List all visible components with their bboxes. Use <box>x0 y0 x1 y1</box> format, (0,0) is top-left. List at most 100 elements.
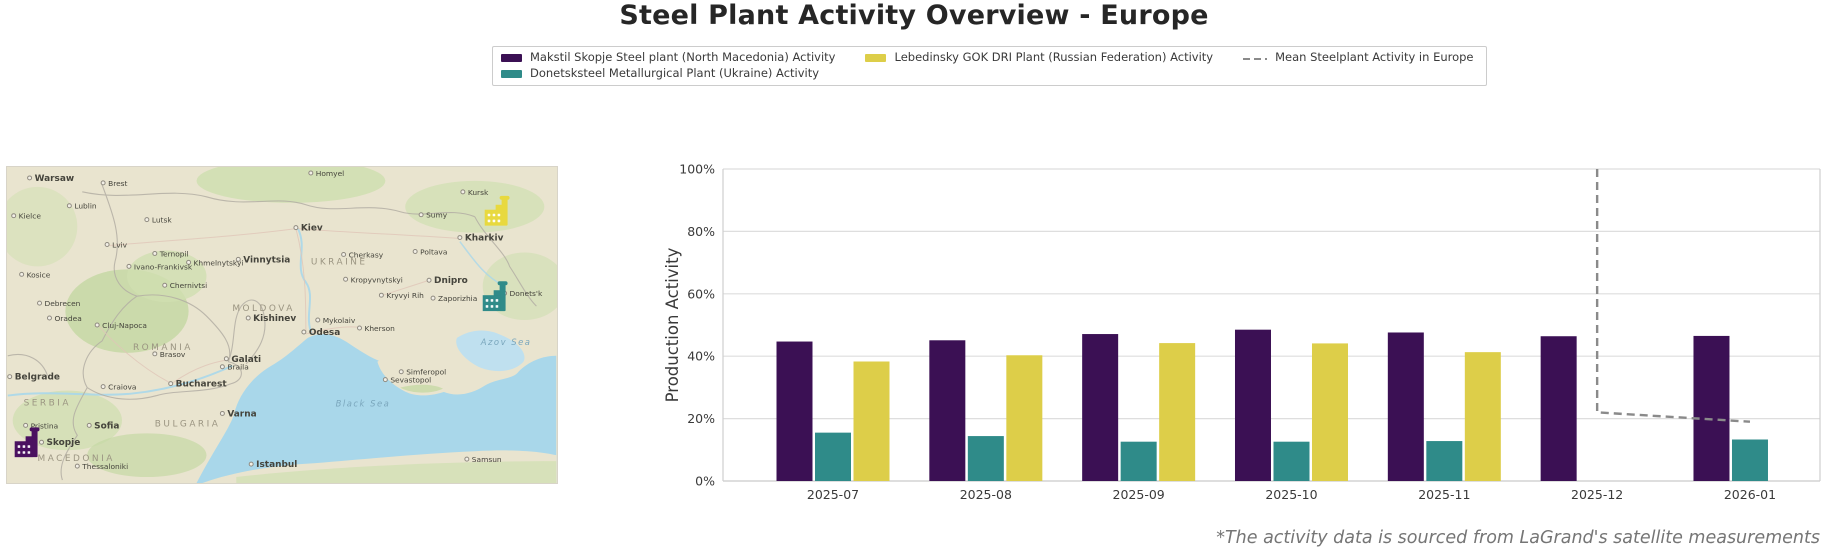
map-city-label: Cluj-Napoca <box>102 321 147 330</box>
map-city-label: Simferopol <box>406 368 446 377</box>
city-dot <box>464 456 470 462</box>
y-tick-label: 80% <box>687 224 715 239</box>
city-dot <box>235 256 241 262</box>
city-dot <box>100 180 106 186</box>
x-tick-label: 2025-10 <box>1265 487 1317 502</box>
legend-item-makstil: Makstil Skopje Steel plant (North Macedo… <box>501 51 835 64</box>
legend-item-mean: Mean Steelplant Activity in Europe <box>1243 50 1474 64</box>
city-dot <box>426 277 432 283</box>
map-city-label: Varna <box>227 409 256 419</box>
city-dot <box>412 248 418 254</box>
city-dot <box>341 251 347 257</box>
map-city-label: Vinnytsia <box>243 255 290 265</box>
x-tick-label: 2026-01 <box>1724 487 1776 502</box>
mean-activity-line <box>1595 169 1751 423</box>
map-city-label: Craiova <box>108 383 136 392</box>
legend-label: Mean Steelplant Activity in Europe <box>1275 50 1474 64</box>
city-dot <box>100 384 106 390</box>
city-dot <box>245 315 251 321</box>
city-dot <box>378 292 384 298</box>
city-dot <box>46 315 52 321</box>
bar <box>815 432 851 481</box>
city-dot <box>357 325 362 331</box>
map-city-label: Oradea <box>54 314 81 323</box>
map-canvas: Black Sea Azov Sea UKRAINE MOLDOVA ROMANIA SE… <box>7 167 557 483</box>
legend-swatch-donetsksteel <box>501 69 522 78</box>
city-dot <box>126 263 132 269</box>
map-city-label: Pristina <box>31 421 59 430</box>
map-city-label: Donets'k <box>510 289 543 298</box>
bar <box>1311 343 1348 481</box>
legend-item-donetsksteel: Donetsksteel Metallurgical Plant (Ukrain… <box>501 67 835 80</box>
x-tick-label: 2025-09 <box>1113 487 1165 502</box>
city-dot <box>457 235 463 241</box>
map-city-label: Zaporizhia <box>438 294 477 303</box>
region-label: UKRAINE <box>311 257 368 267</box>
map-city-label: Kherson <box>364 324 395 333</box>
city-dot <box>315 317 321 323</box>
city-dot <box>74 463 80 469</box>
map-city-label: Ivano-Frankivsk <box>134 262 193 271</box>
bar <box>1464 352 1501 481</box>
region-label: SERBIA <box>24 398 71 408</box>
map-city-label: Poltava <box>420 247 447 256</box>
chart-legend: Makstil Skopje Steel plant (North Macedo… <box>492 46 1487 86</box>
bar <box>967 436 1004 481</box>
bar <box>776 341 813 481</box>
city-dot <box>308 170 314 176</box>
bar <box>929 340 966 481</box>
map-city-label: Kursk <box>468 188 489 197</box>
x-tick-label: 2025-12 <box>1571 487 1623 502</box>
map-city-label: Sevastopol <box>390 376 431 385</box>
city-dot <box>23 422 29 428</box>
factory-icon-lebedinsky <box>484 195 510 226</box>
map-city-label: Ternopil <box>159 249 189 258</box>
map-city-label: Odesa <box>309 328 340 338</box>
y-axis-label: Production Activity <box>663 247 682 402</box>
map-city-label: Kropyvnytskyi <box>351 275 403 284</box>
bar <box>1159 343 1196 481</box>
bar <box>1426 441 1463 481</box>
map-city-label: Kosice <box>27 270 51 279</box>
legend-label: Makstil Skopje Steel plant (North Macedo… <box>530 50 836 64</box>
bar <box>1387 332 1424 481</box>
legend-swatch-lebedinsky <box>865 53 887 62</box>
bar <box>1731 439 1768 481</box>
map-city-label: Sumy <box>426 211 448 220</box>
city-dot <box>398 369 404 375</box>
map-city-label: Bucharest <box>176 380 228 390</box>
region-label: ROMANIA <box>133 343 193 353</box>
bar <box>1540 336 1577 481</box>
bar <box>1006 355 1043 481</box>
region-label: MOLDOVA <box>232 304 295 314</box>
city-dot <box>460 189 466 195</box>
bar <box>1273 441 1310 481</box>
source-footnote: *The activity data is sourced from LaGra… <box>1216 528 1820 548</box>
map-city-label: Sofia <box>94 421 119 431</box>
y-tick-label: 60% <box>687 286 715 301</box>
region-label: MACEDONIA <box>38 454 115 464</box>
city-dot <box>86 422 92 428</box>
bar <box>1082 334 1119 481</box>
city-dot <box>7 374 13 380</box>
x-tick-label: 2025-11 <box>1418 487 1470 502</box>
factory-icon-donetsksteel <box>482 281 508 312</box>
city-dot <box>66 203 72 209</box>
legend-column: Makstil Skopje Steel plant (North Macedo… <box>501 51 835 80</box>
city-dot <box>152 250 158 256</box>
map-city-label: Khmelnytskyi <box>194 258 244 267</box>
map-city-label: Kharkiv <box>465 234 504 244</box>
y-tick-label: 100% <box>679 162 715 177</box>
map-city-label: Homyel <box>316 169 344 178</box>
map-city-label: Chernivtsi <box>170 281 207 290</box>
map-city-label: Braila <box>227 363 248 372</box>
legend-label: Lebedinsky GOK DRI Plant (Russian Federa… <box>894 50 1214 64</box>
map-city-label: Kishinev <box>253 314 296 324</box>
map-city-label: Brasov <box>160 350 186 359</box>
city-dot <box>11 213 17 219</box>
sea-label: Black Sea <box>336 398 391 408</box>
map-city-label: Istanbul <box>256 460 297 470</box>
city-dot <box>94 322 100 328</box>
map-city-label: Kryvyi Rih <box>386 291 424 300</box>
